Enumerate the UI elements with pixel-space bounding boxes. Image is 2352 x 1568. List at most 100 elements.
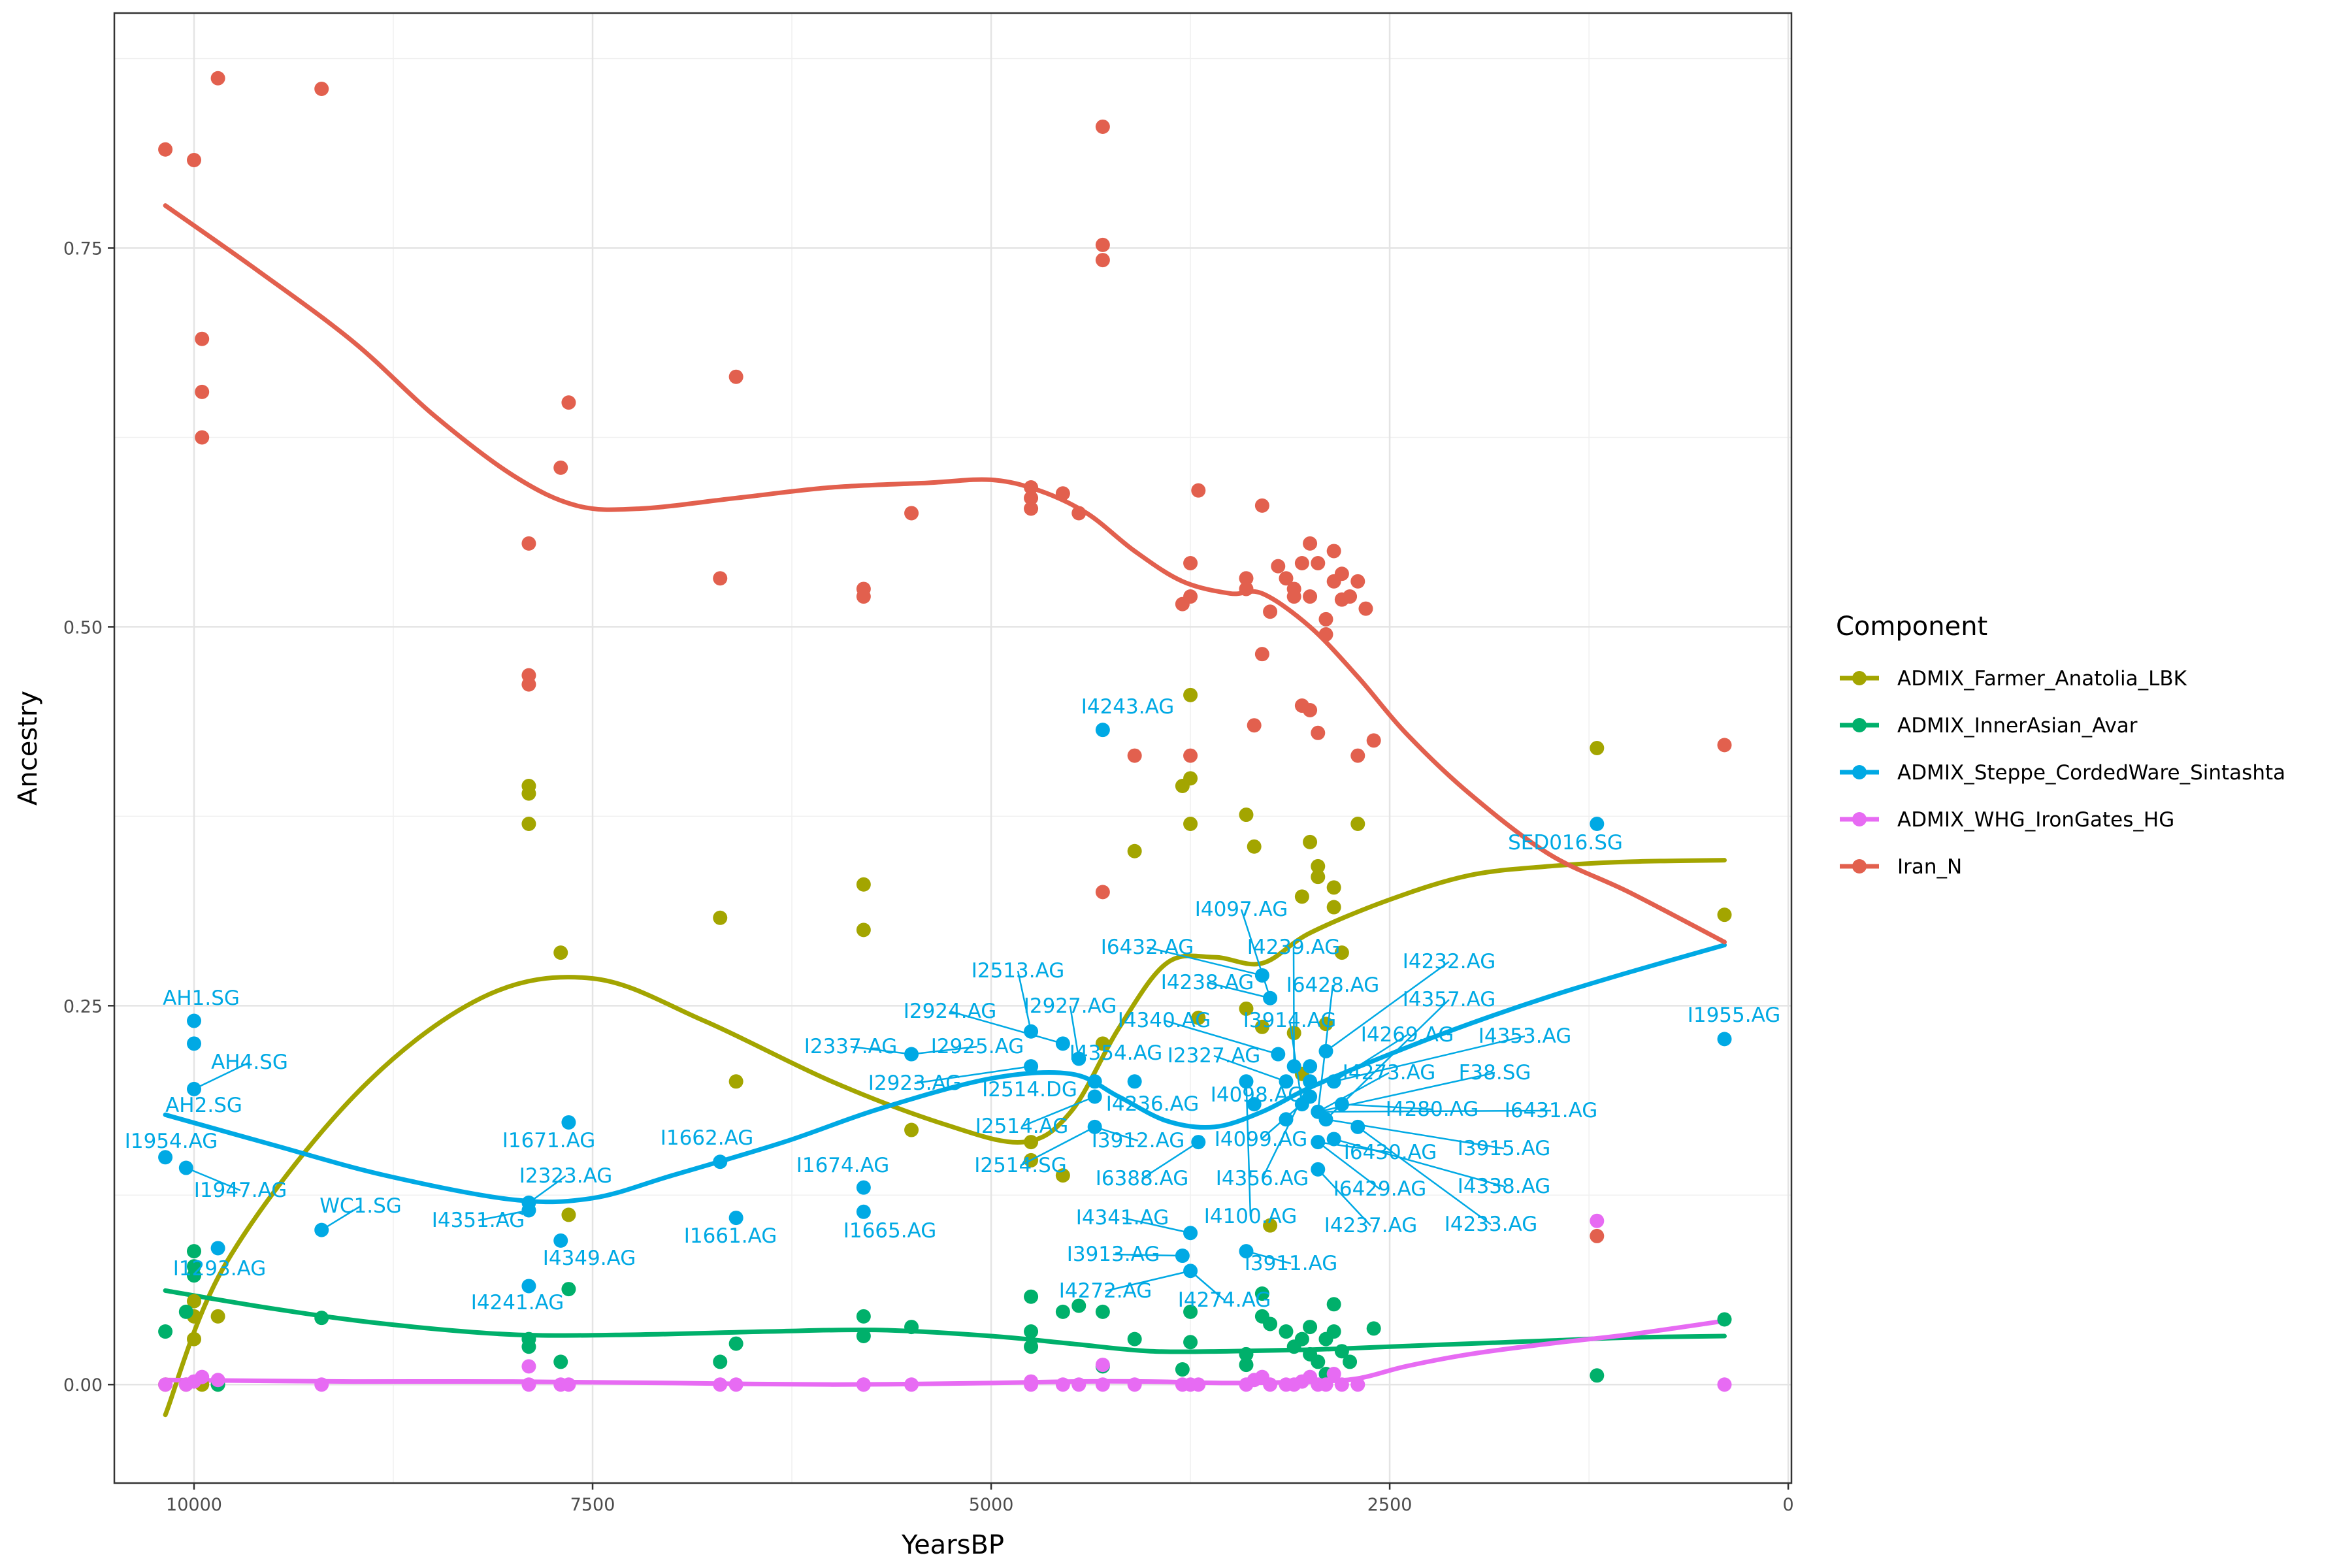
- x-tick-label: 7500: [570, 1495, 615, 1515]
- point-admix-steppe-cordedware-sintashta: [856, 1204, 871, 1219]
- point-iran-n: [1183, 556, 1198, 571]
- point-label: I4097.AG: [1195, 898, 1288, 921]
- smooth-line-admix-farmer-anatolia-lbk: [163, 858, 1727, 1418]
- point-admix-whg-irongates-hg: [158, 1377, 173, 1392]
- point-admix-innerasian-avar: [553, 1354, 568, 1369]
- point-admix-innerasian-avar: [904, 1320, 919, 1335]
- point-label: I4274.AG: [1178, 1288, 1271, 1312]
- point-iran-n: [1095, 237, 1110, 252]
- point-admix-farmer-anatolia-lbk: [1095, 1036, 1110, 1051]
- point-admix-farmer-anatolia-lbk: [1183, 687, 1198, 702]
- point-admix-innerasian-avar: [1343, 1354, 1358, 1369]
- point-admix-farmer-anatolia-lbk: [561, 1207, 576, 1222]
- point-admix-farmer-anatolia-lbk: [553, 945, 568, 960]
- point-admix-farmer-anatolia-lbk: [1590, 741, 1605, 755]
- point-iran-n: [1303, 536, 1318, 551]
- point-admix-innerasian-avar: [1254, 1286, 1269, 1301]
- point-admix-innerasian-avar: [187, 1268, 202, 1283]
- point-admix-whg-irongates-hg: [1095, 1377, 1110, 1392]
- point-admix-farmer-anatolia-lbk: [728, 1074, 743, 1089]
- point-admix-innerasian-avar: [158, 1324, 173, 1339]
- point-admix-whg-irongates-hg: [1350, 1377, 1365, 1392]
- point-iran-n: [1024, 501, 1039, 516]
- x-tick-label: 10000: [166, 1495, 222, 1515]
- label-leader-line: [1190, 1270, 1225, 1301]
- point-admix-steppe-cordedware-sintashta: [561, 1115, 576, 1130]
- point-admix-farmer-anatolia-lbk: [1183, 816, 1198, 831]
- point-label: I4351.AG: [432, 1209, 525, 1232]
- point-admix-innerasian-avar: [1175, 1362, 1190, 1377]
- legend-key-point-admix-whg-irongates-hg: [1852, 812, 1867, 826]
- label-leader-line: [1141, 1141, 1199, 1180]
- point-label: I4269.AG: [1361, 1023, 1454, 1047]
- label-leader-line: [1240, 909, 1271, 999]
- label-leader-line: [1164, 1019, 1279, 1055]
- point-admix-steppe-cordedware-sintashta: [1247, 1097, 1262, 1112]
- axis-ticks: 10000 7500 5000 2500 0 0.00 0.25 0.50 0.75: [63, 239, 1794, 1515]
- point-label: WC1.SG: [319, 1194, 402, 1218]
- point-label: I4338.AG: [1458, 1175, 1551, 1198]
- point-iran-n: [1183, 589, 1198, 604]
- point-label: I2513.AG: [972, 959, 1065, 983]
- point-iran-n: [553, 460, 568, 475]
- point-admix-farmer-anatolia-lbk: [1127, 843, 1142, 858]
- point-iran-n: [1311, 556, 1326, 571]
- point-label: I1947.AG: [194, 1179, 287, 1202]
- point-admix-farmer-anatolia-lbk: [521, 816, 536, 831]
- point-admix-steppe-cordedware-sintashta: [187, 1036, 202, 1051]
- label-leader-line: [1317, 1168, 1371, 1226]
- point-admix-innerasian-avar: [1334, 1344, 1349, 1359]
- point-label: I1293.AG: [173, 1257, 267, 1281]
- point-admix-innerasian-avar: [1326, 1297, 1341, 1312]
- point-iran-n: [187, 153, 202, 167]
- label-leader-line: [1333, 1034, 1408, 1083]
- legend-key-point-admix-farmer-anatolia-lbk: [1852, 671, 1867, 685]
- point-iran-n: [1303, 703, 1318, 718]
- point-admix-farmer-anatolia-lbk: [1717, 907, 1732, 923]
- y-tick-label: 0.50: [63, 617, 103, 638]
- point-admix-farmer-anatolia-lbk: [1303, 834, 1318, 849]
- point-iran-n: [1286, 589, 1301, 604]
- point-admix-innerasian-avar: [1183, 1335, 1198, 1350]
- point-iran-n: [1183, 748, 1198, 763]
- point-label: I4341.AG: [1076, 1206, 1169, 1230]
- label-leader-line: [1105, 1270, 1191, 1292]
- point-label: I4273.AG: [1343, 1061, 1436, 1085]
- point-label: I1674.AG: [796, 1154, 890, 1177]
- point-iran-n: [1024, 491, 1039, 506]
- label-leader-line: [1333, 1035, 1526, 1083]
- point-label: I1671.AG: [502, 1129, 596, 1152]
- label-leader-line: [1261, 1081, 1311, 1179]
- point-label: I4098.AG: [1211, 1083, 1304, 1107]
- point-label: I1661.AG: [684, 1224, 777, 1248]
- point-admix-whg-irongates-hg: [1326, 1366, 1341, 1381]
- label-leader-line: [911, 1045, 978, 1055]
- point-admix-farmer-anatolia-lbk: [1024, 1135, 1039, 1150]
- x-tick-label: 5000: [969, 1495, 1014, 1515]
- label-leader-line: [1333, 1138, 1505, 1188]
- point-label: I3912.AG: [1092, 1129, 1185, 1152]
- point-admix-innerasian-avar: [1024, 1289, 1039, 1304]
- label-leader-line: [1122, 1217, 1191, 1234]
- label-leader-line: [949, 1010, 1064, 1045]
- point-admix-farmer-anatolia-lbk: [521, 786, 536, 801]
- point-admix-whg-irongates-hg: [195, 1369, 210, 1384]
- point-admix-innerasian-avar: [1239, 1347, 1254, 1362]
- point-label: I1954.AG: [125, 1130, 218, 1153]
- point-admix-steppe-cordedware-sintashta: [210, 1241, 225, 1256]
- label-leader-line: [1317, 985, 1334, 1112]
- point-admix-whg-irongates-hg: [728, 1377, 743, 1392]
- point-admix-steppe-cordedware-sintashta: [158, 1150, 173, 1165]
- point-iran-n: [1055, 486, 1070, 501]
- point-label: I2924.AG: [904, 1000, 997, 1023]
- point-admix-whg-irongates-hg: [521, 1377, 536, 1392]
- point-label: I4100.AG: [1204, 1205, 1298, 1228]
- label-leader-line: [1147, 946, 1263, 977]
- point-admix-whg-irongates-hg: [1127, 1377, 1142, 1392]
- label-leader-line: [1246, 1250, 1292, 1265]
- label-leader-line: [914, 1065, 1032, 1085]
- point-admix-whg-irongates-hg: [314, 1377, 329, 1392]
- point-label: I4233.AG: [1445, 1213, 1538, 1236]
- label-leader-line: [193, 1061, 250, 1090]
- point-label: F38.SG: [1459, 1061, 1531, 1085]
